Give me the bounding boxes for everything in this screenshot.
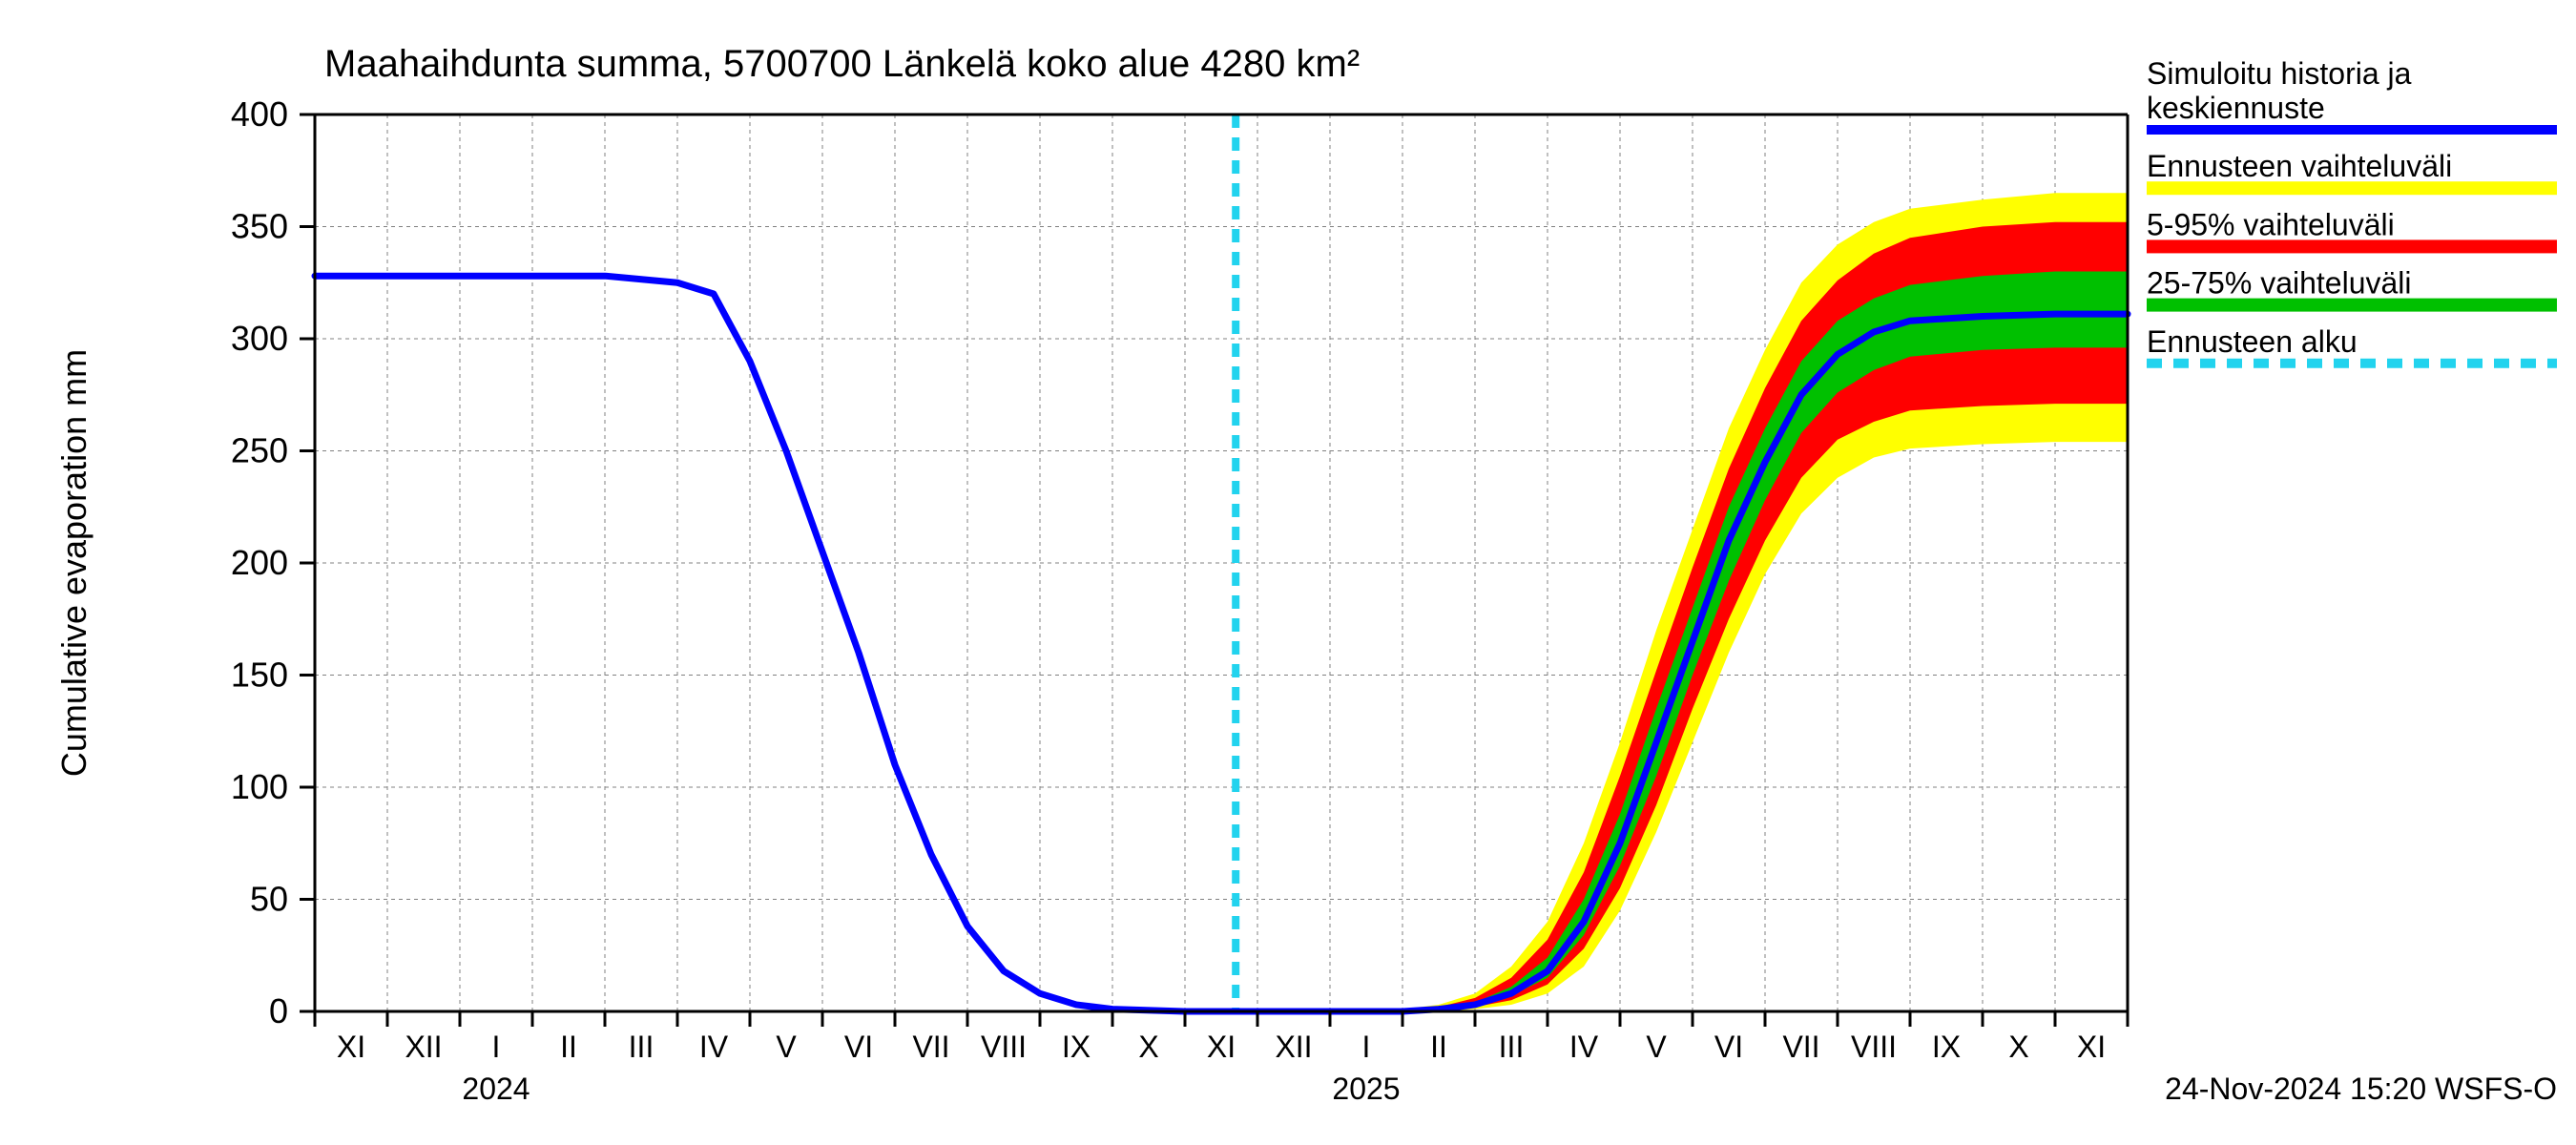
x-month-label: I (1362, 1030, 1371, 1064)
legend-swatch (2147, 181, 2557, 195)
x-month-label: XII (405, 1030, 442, 1064)
legend-label: Simuloitu historia ja (2147, 56, 2412, 91)
x-month-label: X (1138, 1030, 1158, 1064)
x-month-label: VI (1714, 1030, 1743, 1064)
x-month-label: VIII (981, 1030, 1027, 1064)
x-month-label: V (1646, 1030, 1667, 1064)
x-month-label: III (629, 1030, 654, 1064)
x-year-label: 2025 (1332, 1072, 1400, 1106)
legend-swatch (2147, 299, 2557, 312)
legend-label: 5-95% vaihteluväli (2147, 207, 2395, 241)
legend-label: Ennusteen alku (2147, 324, 2358, 359)
y-tick-label: 350 (231, 207, 288, 246)
x-month-label: I (492, 1030, 501, 1064)
x-month-label: X (2008, 1030, 2028, 1064)
x-month-label: IV (699, 1030, 729, 1064)
legend-label: keskiennuste (2147, 91, 2325, 125)
chart-container: 050100150200250300350400XIXIIIIIIIIIVVVI… (0, 0, 2576, 1145)
x-month-label: IV (1569, 1030, 1599, 1064)
x-year-label: 2024 (462, 1072, 530, 1106)
y-tick-label: 400 (231, 94, 288, 134)
y-tick-label: 150 (231, 656, 288, 695)
x-month-label: IX (1932, 1030, 1961, 1064)
x-month-label: VIII (1851, 1030, 1897, 1064)
y-tick-label: 0 (269, 991, 288, 1030)
x-month-label: IX (1062, 1030, 1091, 1064)
y-tick-label: 300 (231, 319, 288, 358)
x-month-label: XII (1275, 1030, 1312, 1064)
x-month-label: XI (1207, 1030, 1236, 1064)
legend-swatch (2147, 239, 2557, 253)
x-month-label: III (1499, 1030, 1525, 1064)
x-month-label: VII (912, 1030, 949, 1064)
chart-footer: 24-Nov-2024 15:20 WSFS-O (2165, 1072, 2557, 1106)
x-month-label: VII (1782, 1030, 1819, 1064)
y-tick-label: 200 (231, 543, 288, 582)
y-tick-label: 50 (250, 880, 288, 919)
legend-label: 25-75% vaihteluväli (2147, 266, 2412, 301)
chart-svg: 050100150200250300350400XIXIIIIIIIIIVVVI… (0, 0, 2576, 1145)
legend-label: Ennusteen vaihteluväli (2147, 149, 2452, 183)
x-month-label: II (1430, 1030, 1447, 1064)
x-month-label: II (560, 1030, 577, 1064)
x-month-label: VI (844, 1030, 873, 1064)
x-month-label: V (776, 1030, 797, 1064)
x-month-label: XI (2077, 1030, 2106, 1064)
x-month-label: XI (337, 1030, 365, 1064)
y-tick-label: 100 (231, 767, 288, 806)
chart-title: Maahaihdunta summa, 5700700 Länkelä koko… (324, 43, 1360, 85)
y-tick-label: 250 (231, 431, 288, 470)
y-axis-label: Cumulative evaporation mm (54, 349, 93, 777)
